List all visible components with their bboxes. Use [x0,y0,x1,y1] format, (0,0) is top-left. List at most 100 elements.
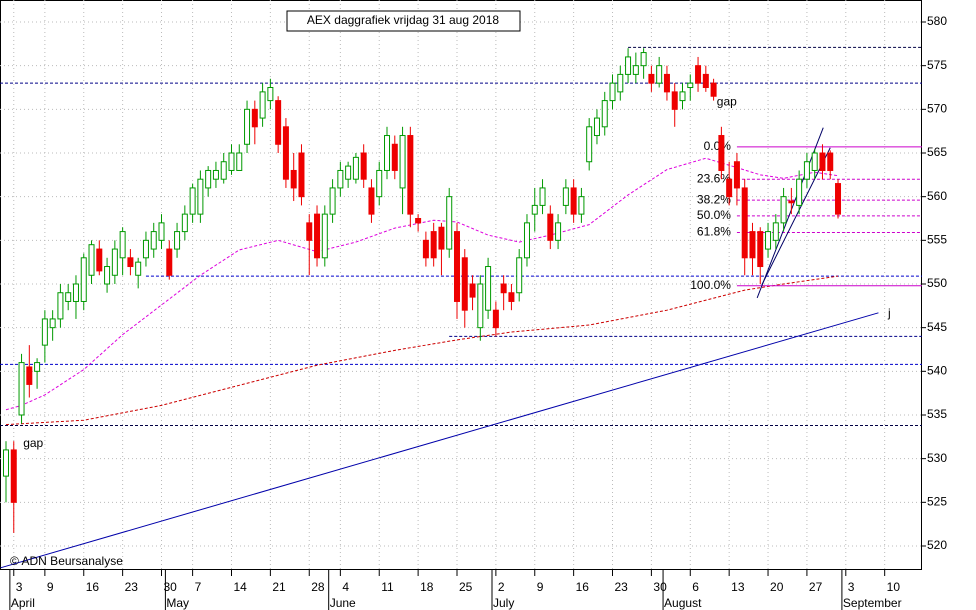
annotation: gap [717,95,737,109]
candle-body [555,222,562,241]
candle-body [166,248,173,276]
y-tick-label: 540 [927,363,947,377]
candle-body [601,100,608,128]
candle-body [422,239,429,259]
candle-body [376,169,383,198]
candle-body [632,65,639,75]
candle-body [726,178,733,198]
month-label: June [330,596,356,610]
chart-title: AEX daggrafiek vrijdag 31 aug 2018 [307,13,499,27]
x-tick-label: 23 [615,580,629,594]
x-tick-label: 3 [16,580,23,594]
x-tick-label: 27 [809,580,823,594]
candle-body [2,449,9,477]
candle-body [282,126,289,180]
y-tick-label: 530 [927,451,947,465]
candle-body [516,257,523,294]
candle-body [695,65,702,84]
candle-body [803,161,810,180]
candle-body [438,226,445,250]
x-tick-label: 9 [47,580,54,594]
candle-body [314,213,321,259]
candle-body [306,222,313,241]
candle-body [150,231,157,250]
x-tick-label: 3 [848,580,855,594]
candle-body [158,222,165,241]
candle-body [593,117,600,137]
y-tick-label: 545 [927,320,947,334]
x-tick-label: 2 [498,580,505,594]
candle-body [710,82,717,97]
candle-body [640,52,647,67]
title-box [286,10,521,32]
fib-label: 50.0% [697,208,731,222]
x-tick-label: 25 [459,580,473,594]
candle-body [617,73,624,93]
candle-body [492,309,499,329]
x-tick-label: 23 [125,580,139,594]
candle-body [127,257,134,268]
candle-body [765,231,772,250]
candle-body [531,204,538,215]
candle-body [228,152,235,171]
y-tick-label: 535 [927,407,947,421]
candle-body [72,283,79,302]
candle-body [34,362,41,372]
y-tick-label: 550 [927,276,947,290]
x-tick-label: 30 [653,580,667,594]
candle-body [796,178,803,206]
x-tick-label: 21 [272,580,286,594]
x-tick-label: 16 [576,580,590,594]
candle-body [391,143,398,171]
month-label: September [843,596,902,610]
y-tick-label: 560 [927,189,947,203]
candle-body [298,152,305,198]
x-tick-label: 28 [311,580,325,594]
candle-body [780,196,787,224]
candle-body [656,65,663,84]
candle-body [663,73,670,93]
candle-body [259,91,266,119]
x-tick-label: 13 [731,580,745,594]
candle-body [267,87,274,102]
x-tick-label: 4 [342,580,349,594]
y-tick-label: 525 [927,494,947,508]
candle-body [49,318,56,329]
y-tick-label: 580 [927,14,947,28]
month-label: April [11,596,35,610]
candle-body [835,183,842,215]
candle-body [220,161,227,180]
candle-body [368,187,375,215]
candle-body [741,187,748,259]
x-tick-label: 9 [537,580,544,594]
fib-label: 23.6% [697,171,731,185]
fib-label: 38.2% [697,192,731,206]
x-tick-label: 30 [164,580,178,594]
candle-body [578,196,585,215]
candle-body [407,135,414,215]
candle-body [539,187,546,206]
candle-body [41,318,48,346]
candle-body [399,135,406,189]
x-tick-label: 11 [381,580,394,594]
candle-body [749,231,756,259]
candle-body [290,169,297,189]
candle-body [788,200,795,204]
candle-body [80,257,87,302]
candle-body [10,449,17,503]
candle-body [772,222,779,241]
candle-body [570,187,577,215]
x-tick-label: 10 [887,580,901,594]
candle-body [275,100,282,145]
x-tick-label: 7 [195,580,202,594]
candle-body [500,283,507,294]
candle-body [96,248,103,272]
candle-body [687,82,694,89]
candle-body [244,108,251,145]
candle-body [111,248,118,276]
y-tick-label: 570 [927,102,947,116]
candle-body [212,169,219,180]
candle-body [384,135,391,171]
x-tick-label: 18 [420,580,434,594]
